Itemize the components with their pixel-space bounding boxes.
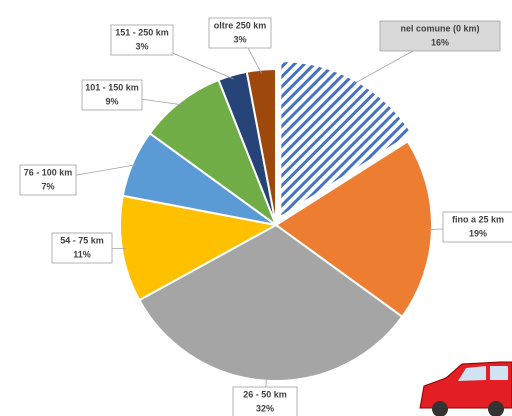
category-label: oltre 250 km [214, 20, 267, 30]
value-label: 3% [135, 41, 148, 51]
label-box [379, 20, 501, 52]
label-box [19, 164, 77, 196]
category-label: 76 - 100 km [24, 167, 73, 177]
label-box [442, 211, 512, 243]
value-label: 9% [105, 96, 118, 106]
value-label: 19% [469, 228, 487, 238]
label-box [81, 79, 143, 111]
label-box [232, 386, 298, 416]
value-label: 7% [41, 181, 54, 191]
value-label: 11% [73, 249, 91, 259]
label-box [208, 17, 272, 49]
category-label: 54 - 75 km [60, 235, 104, 245]
pie-slice [245, 67, 277, 226]
label-box [51, 232, 113, 264]
category-label: 151 - 250 km [115, 27, 169, 37]
category-label: fino a 25 km [452, 214, 504, 224]
car-icon [419, 361, 512, 416]
pie-slice [148, 78, 279, 228]
value-label: 16% [431, 37, 449, 47]
category-label: nel comune (0 km) [400, 23, 479, 33]
pie-slice [279, 60, 414, 219]
category-label: 101 - 150 km [85, 82, 139, 92]
label-box [110, 24, 174, 56]
value-label: 32% [256, 403, 274, 413]
pie-slice [119, 194, 279, 302]
value-label: 3% [233, 34, 246, 44]
category-label: 26 - 50 km [243, 389, 287, 399]
